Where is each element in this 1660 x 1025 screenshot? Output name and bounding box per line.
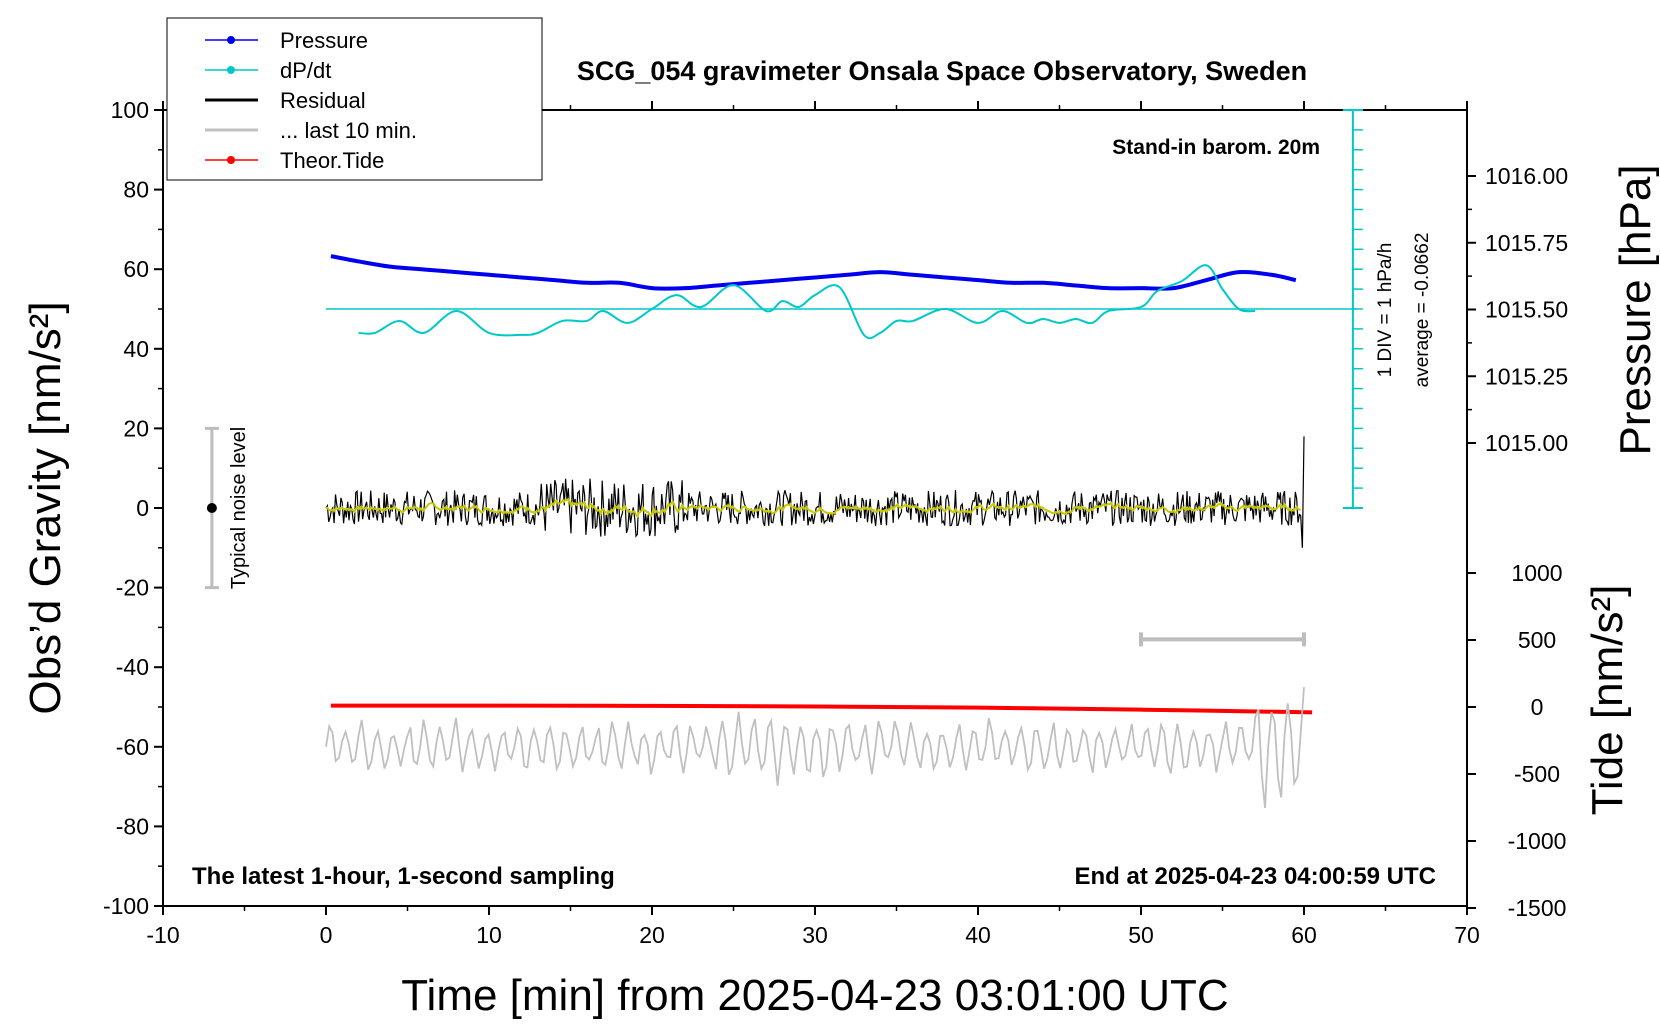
pressure-tick-label: 1015.75 — [1485, 230, 1568, 256]
legend-marker — [227, 66, 235, 74]
series-line-residual — [325, 436, 1305, 548]
legend-marker — [227, 156, 235, 164]
tide-tick-label: 0 — [1531, 694, 1544, 720]
x-tick-label: 30 — [802, 922, 828, 948]
dpdt-scale-note: 1 DIV = 1 hPa/h — [1375, 243, 1396, 378]
legend-label: Theor.Tide — [280, 148, 384, 173]
series-line-residual-smoothed — [325, 497, 1302, 519]
pressure-tick-label: 1015.00 — [1485, 430, 1568, 456]
tide-tick-label: -500 — [1514, 761, 1560, 787]
x-tick-label: 50 — [1128, 922, 1154, 948]
x-tick-label: 10 — [476, 922, 502, 948]
x-tick-label: -10 — [146, 922, 179, 948]
pressure-tick-label: 1015.50 — [1485, 297, 1568, 323]
x-tick-label: 20 — [639, 922, 665, 948]
x-tick-label: 40 — [965, 922, 991, 948]
footer-left-note: The latest 1-hour, 1-second sampling — [192, 863, 615, 890]
legend-label: Pressure — [280, 28, 368, 53]
legend: Pressure dP/dt Residual ... last 10 min. The… — [166, 17, 543, 181]
legend-label: dP/dt — [280, 58, 331, 83]
legend-marker — [227, 36, 235, 44]
legend-label: Residual — [280, 88, 366, 113]
y-axis-label-tide: Tide [nm/s²] — [1583, 585, 1632, 816]
x-tick-label: 60 — [1291, 922, 1317, 948]
noise-level-note: Typical noise level — [228, 427, 250, 589]
legend-item: Pressure — [205, 28, 368, 53]
chart-title: SCG_054 gravimeter Onsala Space Observat… — [577, 56, 1307, 86]
tide-tick-label: 1000 — [1511, 560, 1562, 586]
y-tick-label: -40 — [116, 654, 149, 680]
y-tick-label: -80 — [116, 813, 149, 839]
legend-item: dP/dt — [205, 58, 331, 83]
y-tick-label: -20 — [116, 575, 149, 601]
tide-tick-label: -1500 — [1508, 895, 1567, 921]
y-tick-label: 0 — [136, 495, 149, 521]
y-tick-label: -60 — [116, 734, 149, 760]
y-tick-label: 40 — [123, 336, 149, 362]
legend-label: ... last 10 min. — [280, 118, 417, 143]
legend-item: Theor.Tide — [205, 148, 384, 173]
y-tick-label: 80 — [123, 177, 149, 203]
tide-tick-label: -1000 — [1508, 828, 1567, 854]
barometer-note: Stand-in barom. 20m — [1112, 136, 1320, 159]
y-tick-label: 60 — [123, 256, 149, 282]
y-tick-label: 100 — [111, 97, 149, 123]
pressure-tick-label: 1016.00 — [1485, 163, 1568, 189]
y-axis-label-pressure: Pressure [hPa] — [1611, 164, 1660, 455]
series-line-theor-tide — [330, 703, 1313, 715]
y-tick-label: 20 — [123, 415, 149, 441]
legend-item: ... last 10 min. — [205, 118, 417, 143]
footer-right-note: End at 2025-04-23 04:00:59 UTC — [1075, 863, 1437, 890]
x-tick-label: 70 — [1454, 922, 1480, 948]
x-axis-label: Time [min] from 2025-04-23 03:01:00 UTC — [401, 971, 1228, 1020]
pressure-tick-label: 1015.25 — [1485, 363, 1568, 389]
x-tick-label: 0 — [320, 922, 333, 948]
y-axis-label-left: Obs’d Gravity [nm/s²] — [21, 301, 70, 714]
series-line-last-10-min — [325, 687, 1305, 809]
dpdt-average-note: average = -0.0662 — [1412, 233, 1433, 388]
series-line-dp-dt — [358, 264, 1256, 340]
noise-bar-center — [206, 503, 217, 513]
legend-item: Residual — [205, 88, 366, 113]
series-line-pressure — [330, 254, 1297, 291]
tide-tick-label: 500 — [1518, 627, 1556, 653]
y-tick-label: -100 — [103, 893, 149, 919]
